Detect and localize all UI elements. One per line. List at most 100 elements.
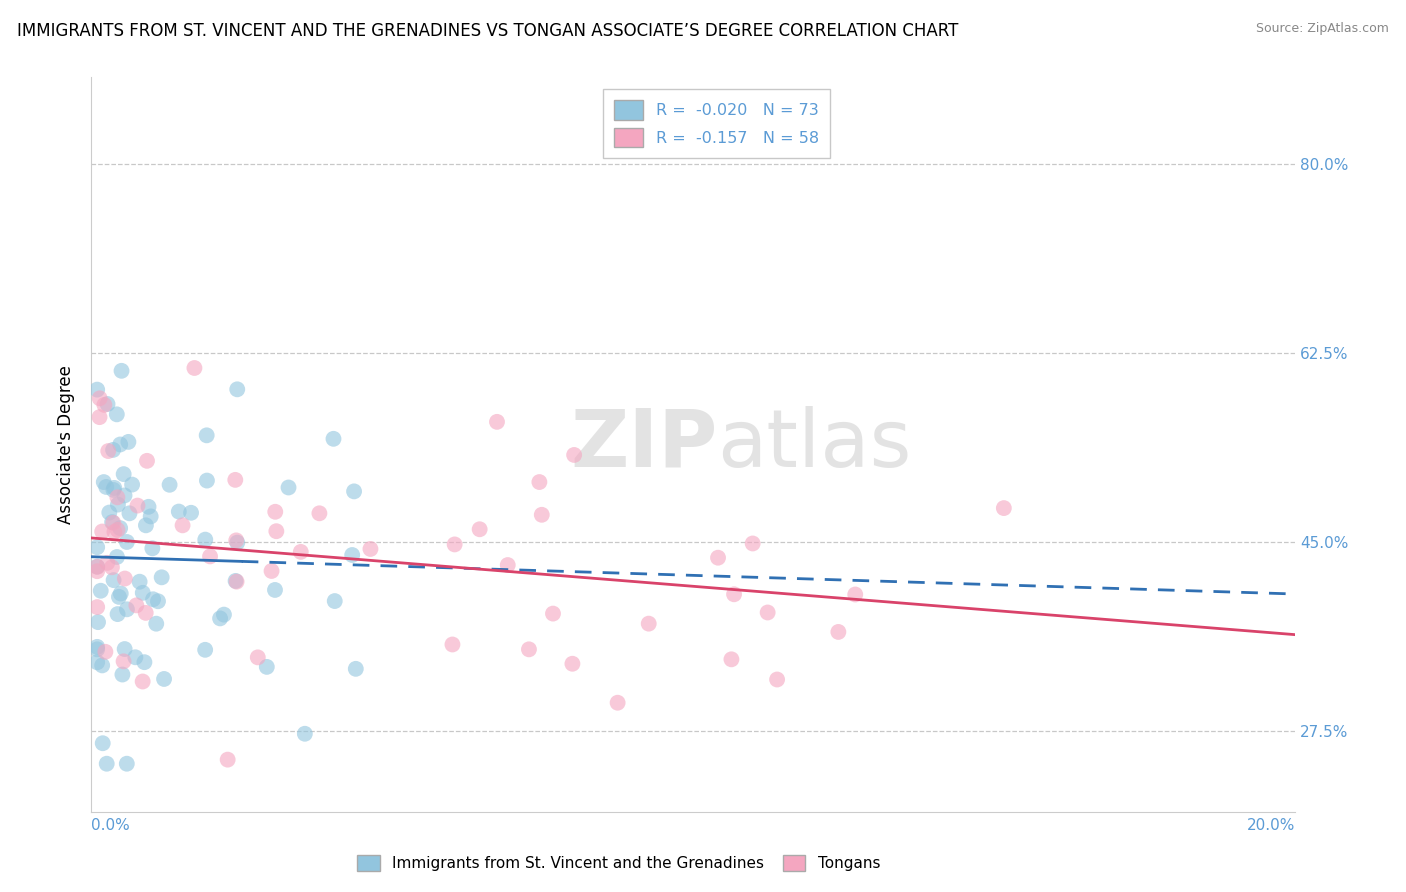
Point <box>105 549 128 564</box>
Point <box>290 545 312 559</box>
Point <box>485 415 508 429</box>
Point <box>86 600 108 615</box>
Point <box>96 397 118 411</box>
Point <box>256 660 278 674</box>
Point <box>98 506 121 520</box>
Point <box>993 501 1015 516</box>
Point <box>87 615 110 629</box>
Point <box>343 484 366 499</box>
Point <box>115 602 138 616</box>
Point <box>529 475 551 489</box>
Point <box>194 533 217 547</box>
Point <box>359 541 381 556</box>
Point <box>606 696 628 710</box>
Point <box>127 499 149 513</box>
Point <box>146 594 169 608</box>
Point <box>108 437 131 451</box>
Legend: Immigrants from St. Vincent and the Grenadines, Tongans: Immigrants from St. Vincent and the Gren… <box>352 849 886 877</box>
Point <box>135 606 157 620</box>
Point <box>132 586 155 600</box>
Point <box>172 518 194 533</box>
Point <box>86 640 108 654</box>
Legend: R =  -0.020   N = 73, R =  -0.157   N = 58: R = -0.020 N = 73, R = -0.157 N = 58 <box>603 89 830 159</box>
Point <box>107 607 129 621</box>
Point <box>115 535 138 549</box>
Point <box>212 607 235 622</box>
Point <box>226 382 249 396</box>
Point <box>167 505 190 519</box>
Text: atlas: atlas <box>717 406 911 483</box>
Point <box>756 606 779 620</box>
Point <box>541 607 564 621</box>
Point <box>105 408 128 422</box>
Text: IMMIGRANTS FROM ST. VINCENT AND THE GRENADINES VS TONGAN ASSOCIATE’S DEGREE CORR: IMMIGRANTS FROM ST. VINCENT AND THE GREN… <box>17 22 959 40</box>
Point <box>90 583 112 598</box>
Point <box>562 448 585 462</box>
Point <box>766 673 789 687</box>
Point <box>134 655 156 669</box>
Point <box>96 480 118 494</box>
Point <box>93 398 115 412</box>
Point <box>86 559 108 574</box>
Point <box>136 454 159 468</box>
Point <box>441 638 464 652</box>
Point <box>103 516 125 530</box>
Point <box>225 574 247 588</box>
Point <box>86 540 108 554</box>
Point <box>264 505 287 519</box>
Point <box>93 475 115 489</box>
Point <box>91 524 114 539</box>
Point <box>107 523 129 537</box>
Point <box>86 559 108 574</box>
Point <box>844 587 866 601</box>
Point <box>209 611 232 625</box>
Point <box>637 616 659 631</box>
Point <box>720 652 742 666</box>
Point <box>108 590 131 604</box>
Point <box>111 667 134 681</box>
Point <box>468 522 491 536</box>
Point <box>110 586 132 600</box>
Point <box>194 642 217 657</box>
Point <box>496 558 519 572</box>
Point <box>225 533 247 548</box>
Point <box>86 642 108 657</box>
Text: 20.0%: 20.0% <box>1247 818 1295 833</box>
Point <box>561 657 583 671</box>
Point <box>118 506 141 520</box>
Point <box>117 434 139 449</box>
Point <box>101 515 124 529</box>
Point <box>110 364 132 378</box>
Point <box>224 473 246 487</box>
Point <box>124 650 146 665</box>
Point <box>217 753 239 767</box>
Point <box>308 506 330 520</box>
Point <box>443 537 465 551</box>
Point <box>530 508 553 522</box>
Point <box>195 474 218 488</box>
Point <box>86 383 108 397</box>
Point <box>101 560 124 574</box>
Point <box>125 599 148 613</box>
Point <box>340 548 363 562</box>
Point <box>344 662 367 676</box>
Point <box>89 392 111 406</box>
Point <box>108 521 131 535</box>
Point <box>115 756 138 771</box>
Point <box>114 488 136 502</box>
Point <box>114 572 136 586</box>
Point <box>322 432 344 446</box>
Point <box>246 650 269 665</box>
Point <box>277 481 299 495</box>
Point <box>260 564 283 578</box>
Point <box>97 444 120 458</box>
Point <box>91 736 114 750</box>
Point <box>723 587 745 601</box>
Point <box>266 524 288 539</box>
Text: 0.0%: 0.0% <box>91 818 129 833</box>
Point <box>94 645 117 659</box>
Point <box>226 535 249 549</box>
Point <box>86 655 108 669</box>
Text: Source: ZipAtlas.com: Source: ZipAtlas.com <box>1256 22 1389 36</box>
Point <box>96 756 118 771</box>
